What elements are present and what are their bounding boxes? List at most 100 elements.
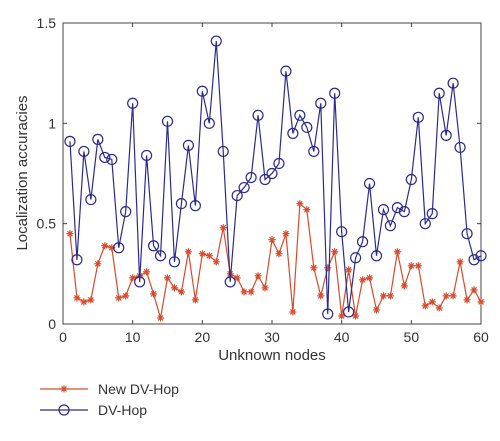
data-point-asterisk — [379, 292, 387, 300]
data-point-asterisk — [191, 296, 199, 304]
legend-label: New DV-Hop — [98, 381, 179, 397]
data-point-asterisk — [393, 248, 401, 256]
data-point-circle — [58, 404, 70, 416]
x-tick-label: 10 — [125, 329, 141, 345]
data-point-asterisk — [428, 298, 436, 306]
y-axis-label: Localization accuracies — [14, 95, 31, 250]
data-point-asterisk — [407, 262, 415, 270]
data-point-asterisk — [435, 304, 443, 312]
data-point-asterisk — [386, 292, 394, 300]
legend-item: DV-Hop — [40, 402, 147, 418]
data-point-asterisk — [303, 206, 311, 214]
data-point-asterisk — [477, 298, 485, 306]
data-point-asterisk — [289, 308, 297, 316]
data-point-circle — [433, 87, 445, 99]
data-point-asterisk — [143, 268, 151, 276]
legend: New DV-Hop DV-Hop — [40, 381, 179, 418]
x-tick-label: 60 — [473, 329, 489, 345]
data-point-asterisk — [331, 248, 339, 256]
data-point-circle — [336, 226, 348, 238]
data-point-circle — [92, 133, 104, 145]
data-point-asterisk — [115, 294, 123, 302]
x-axis-label: Unknown nodes — [218, 347, 326, 364]
data-point-asterisk — [205, 252, 213, 260]
data-point-circle — [196, 85, 208, 97]
data-point-circle — [134, 276, 146, 288]
data-point-circle — [78, 145, 90, 158]
data-point-circle — [308, 145, 320, 158]
legend-item: New DV-Hop — [40, 381, 179, 397]
data-point-asterisk — [94, 260, 102, 268]
data-point-asterisk — [296, 200, 304, 208]
data-point-asterisk — [317, 292, 325, 300]
data-point-circle — [252, 109, 264, 121]
data-point-circle — [259, 173, 271, 186]
series-new-dv-hop — [66, 200, 485, 322]
data-point-circle — [154, 250, 167, 262]
series-line — [69, 41, 482, 314]
data-point-asterisk — [310, 264, 318, 272]
y-tick-label: 0.5 — [37, 216, 57, 232]
data-point-asterisk — [122, 292, 130, 300]
data-point-asterisk — [338, 312, 346, 320]
data-point-asterisk — [66, 230, 74, 238]
x-tick-label: 40 — [334, 329, 350, 345]
data-point-asterisk — [212, 258, 220, 266]
data-point-circle — [266, 167, 278, 180]
data-point-asterisk — [352, 312, 360, 320]
data-point-circle — [322, 308, 334, 320]
data-point-circle — [141, 149, 153, 162]
data-point-asterisk — [373, 306, 380, 314]
data-point-circle — [461, 228, 473, 240]
data-point-asterisk — [366, 274, 374, 282]
data-point-asterisk — [80, 298, 88, 306]
data-point-circle — [384, 220, 397, 232]
x-tick-label: 50 — [404, 329, 420, 345]
data-point-asterisk — [400, 282, 408, 290]
data-point-asterisk — [150, 290, 158, 298]
data-point-asterisk — [177, 288, 185, 296]
data-point-circle — [182, 139, 194, 152]
data-point-circle — [245, 171, 257, 184]
ticks: 0 10 20 30 40 50 60 0 0.5 1 1.5 — [37, 15, 489, 345]
data-point-asterisk — [463, 296, 471, 304]
data-point-circle — [168, 256, 181, 268]
data-point-circle — [287, 127, 299, 139]
data-point-asterisk — [247, 288, 255, 296]
data-point-asterisk — [456, 258, 464, 266]
data-point-circle — [106, 153, 118, 166]
x-tick-label: 20 — [195, 329, 211, 345]
data-point-circle — [71, 254, 83, 266]
data-point-asterisk — [254, 272, 262, 280]
data-point-asterisk — [275, 250, 283, 258]
legend-label: DV-Hop — [98, 402, 147, 418]
data-point-asterisk — [268, 236, 276, 244]
data-point-circle — [147, 240, 160, 252]
data-point-circle — [224, 276, 236, 288]
data-point-circle — [440, 129, 452, 141]
data-point-circle — [475, 250, 487, 262]
data-point-circle — [343, 306, 355, 318]
data-point-asterisk — [449, 292, 457, 300]
data-point-circle — [273, 157, 285, 170]
y-tick-label: 1 — [48, 115, 56, 131]
data-point-asterisk — [359, 276, 367, 284]
data-point-circle — [301, 121, 313, 133]
data-point-circle — [412, 111, 424, 123]
data-point-circle — [238, 181, 250, 194]
data-point-circle — [356, 236, 369, 248]
data-point-asterisk — [164, 274, 171, 282]
data-point-circle — [175, 198, 188, 210]
data-point-asterisk — [101, 242, 109, 250]
series — [64, 35, 487, 322]
data-point-circle — [203, 117, 215, 129]
data-point-circle — [161, 115, 174, 127]
data-point-circle — [189, 200, 201, 212]
data-point-asterisk — [73, 294, 81, 302]
y-tick-label: 0 — [48, 316, 56, 332]
data-point-circle — [217, 145, 229, 158]
data-point-asterisk — [345, 266, 353, 274]
data-point-circle — [113, 242, 125, 254]
data-point-circle — [447, 77, 459, 89]
